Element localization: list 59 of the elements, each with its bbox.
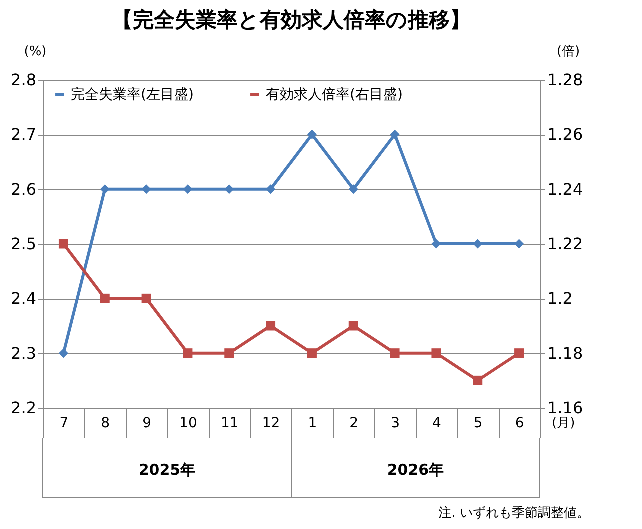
y-tick-label: 2.7 — [11, 125, 36, 144]
x-tick-label: 8 — [101, 416, 110, 432]
point — [348, 321, 358, 331]
x-tick-label: 3 — [391, 416, 400, 432]
point — [514, 348, 524, 358]
point — [432, 239, 442, 249]
point — [514, 239, 524, 249]
y-tick-label: 2.2 — [11, 398, 36, 418]
point — [432, 348, 442, 358]
point — [224, 348, 234, 358]
point — [142, 294, 152, 304]
x-tick-label: 6 — [515, 416, 524, 432]
y-tick-label: 2.6 — [11, 180, 36, 199]
point — [473, 239, 483, 249]
y2-tick-label: 1.26 — [548, 125, 584, 144]
point — [58, 239, 68, 249]
point — [142, 184, 152, 194]
y2-tick-label: 1.28 — [548, 70, 584, 90]
x-tick-label: 5 — [474, 416, 483, 432]
point — [100, 294, 110, 304]
y2-tick-label: 1.18 — [548, 344, 584, 363]
point — [224, 184, 234, 194]
y-tick-label: 2.8 — [11, 70, 36, 90]
x-tick-label: 1 — [308, 416, 318, 432]
y-tick-label: 2.5 — [11, 234, 36, 254]
x-tick-label: 9 — [142, 416, 152, 432]
point — [390, 130, 400, 140]
point — [473, 376, 483, 386]
point — [100, 184, 110, 194]
y2-tick-label: 1.24 — [548, 180, 584, 199]
x-tick-label: 4 — [432, 416, 442, 432]
legend-label: 完全失業率(左目盛) — [71, 87, 194, 103]
x-tick-label: 2 — [350, 416, 359, 432]
x-tick-label: 10 — [180, 416, 198, 432]
point — [390, 348, 400, 358]
text: 2026年 — [387, 461, 444, 479]
point — [348, 184, 358, 194]
y2-tick-label: 1.22 — [548, 234, 584, 254]
point — [266, 184, 276, 194]
y2-tick-label: 1.16 — [548, 398, 584, 418]
y2-axis-title: (倍) — [556, 44, 580, 60]
y-axis-title: (%) — [24, 44, 47, 60]
point — [266, 321, 276, 331]
point — [307, 130, 317, 140]
text: 2025年 — [138, 461, 196, 479]
x-axis-title: (月) — [552, 416, 576, 431]
x-tick-label: 12 — [262, 416, 280, 432]
x-tick-label: 7 — [60, 416, 69, 432]
point — [58, 348, 68, 358]
text: 注. いずれも季節調整値。 — [438, 506, 590, 521]
legend-label: 有効求人倍率(右目盛) — [266, 87, 403, 103]
x-tick-label: 11 — [220, 416, 239, 432]
point — [183, 348, 193, 358]
y-tick-label: 2.3 — [11, 344, 36, 363]
y-tick-label: 2.4 — [11, 289, 36, 308]
point — [307, 348, 317, 358]
y2-tick-label: 1.2 — [548, 289, 573, 308]
point — [183, 184, 193, 194]
chart-title: 【完全失業率と有効求人倍率の推移】 — [112, 8, 471, 32]
